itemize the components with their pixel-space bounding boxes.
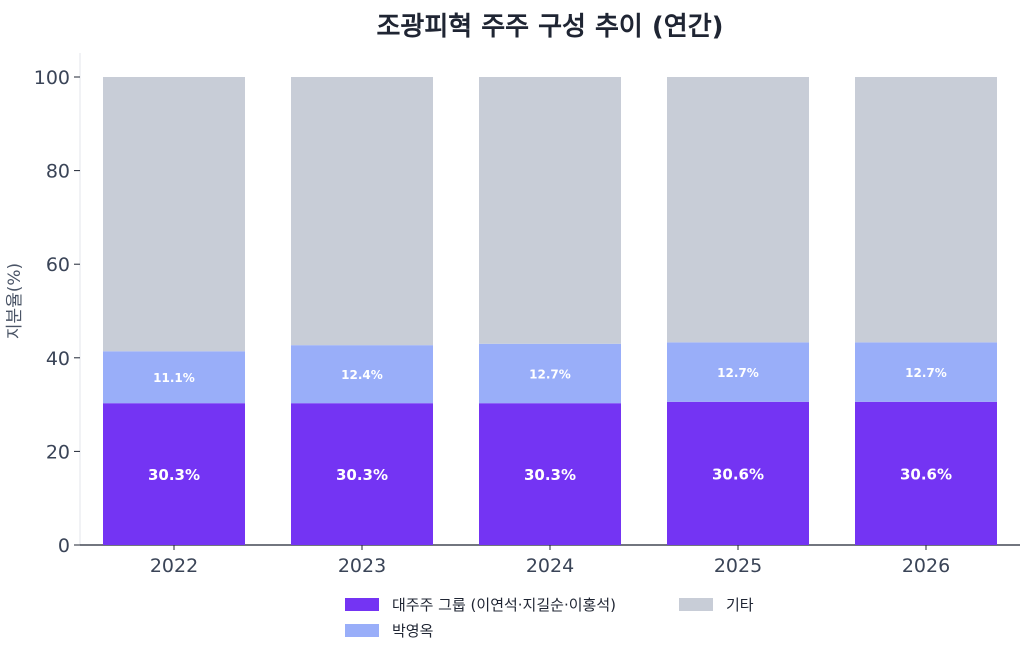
legend-label: 기타 [726, 596, 754, 614]
bar-segment [667, 342, 809, 402]
legend-swatch [345, 624, 379, 637]
legend: 대주주 그룹 (이연석·지길순·이홍석) 박영옥 기타 [345, 596, 754, 640]
axes: 0 20 40 60 80 100 지분율(%) 2022 2023 2024 2025 2026 [5, 53, 1020, 577]
legend-swatch [345, 598, 379, 611]
data-label: 12.7% [529, 367, 571, 381]
data-label: 30.6% [900, 465, 952, 483]
data-label: 30.6% [712, 465, 764, 483]
bar-segment [103, 403, 245, 545]
data-label: 30.3% [336, 466, 388, 484]
data-label: 30.3% [148, 466, 200, 484]
data-label: 12.7% [905, 366, 947, 380]
x-tick-label: 2024 [526, 555, 574, 577]
bars [103, 77, 997, 545]
legend-label: 박영옥 [392, 622, 433, 640]
data-label: 12.7% [717, 366, 759, 380]
data-label: 11.1% [153, 371, 195, 385]
legend-label: 대주주 그룹 (이연석·지길순·이홍석) [392, 596, 616, 614]
x-tick-label: 2025 [714, 555, 762, 577]
y-tick-label: 60 [46, 254, 70, 276]
x-tick-label: 2026 [902, 555, 950, 577]
data-label: 12.4% [341, 368, 383, 382]
bar-segment [667, 401, 809, 545]
y-tick-label: 100 [34, 67, 70, 89]
bar-segment [291, 345, 433, 404]
bar-segment [103, 77, 245, 352]
bar-segment [103, 351, 245, 404]
bar-segment [479, 77, 621, 344]
y-tick-label: 20 [46, 441, 70, 463]
bar-segment [291, 77, 433, 346]
y-tick-label: 40 [46, 348, 70, 370]
data-label: 30.3% [524, 466, 576, 484]
bar-segment [855, 401, 997, 545]
x-tick-label: 2022 [150, 555, 198, 577]
bar-segment [855, 77, 997, 343]
y-axis-label: 지분율(%) [5, 263, 25, 339]
bar-labels: 30.3% 11.1% 30.3% 12.4% 30.3% 12.7% 30.6% 12.7%… [148, 366, 952, 484]
y-tick-label: 80 [46, 161, 70, 183]
y-tick-label: 0 [58, 535, 70, 557]
bar-segment [667, 77, 809, 343]
chart-title: 조광피혁 주주 구성 추이 (연간) [376, 12, 723, 42]
bar-segment [855, 342, 997, 402]
legend-swatch [679, 598, 713, 611]
bar-segment [479, 403, 621, 545]
bar-segment [479, 343, 621, 404]
x-tick-label: 2023 [338, 555, 386, 577]
bar-segment [291, 403, 433, 545]
